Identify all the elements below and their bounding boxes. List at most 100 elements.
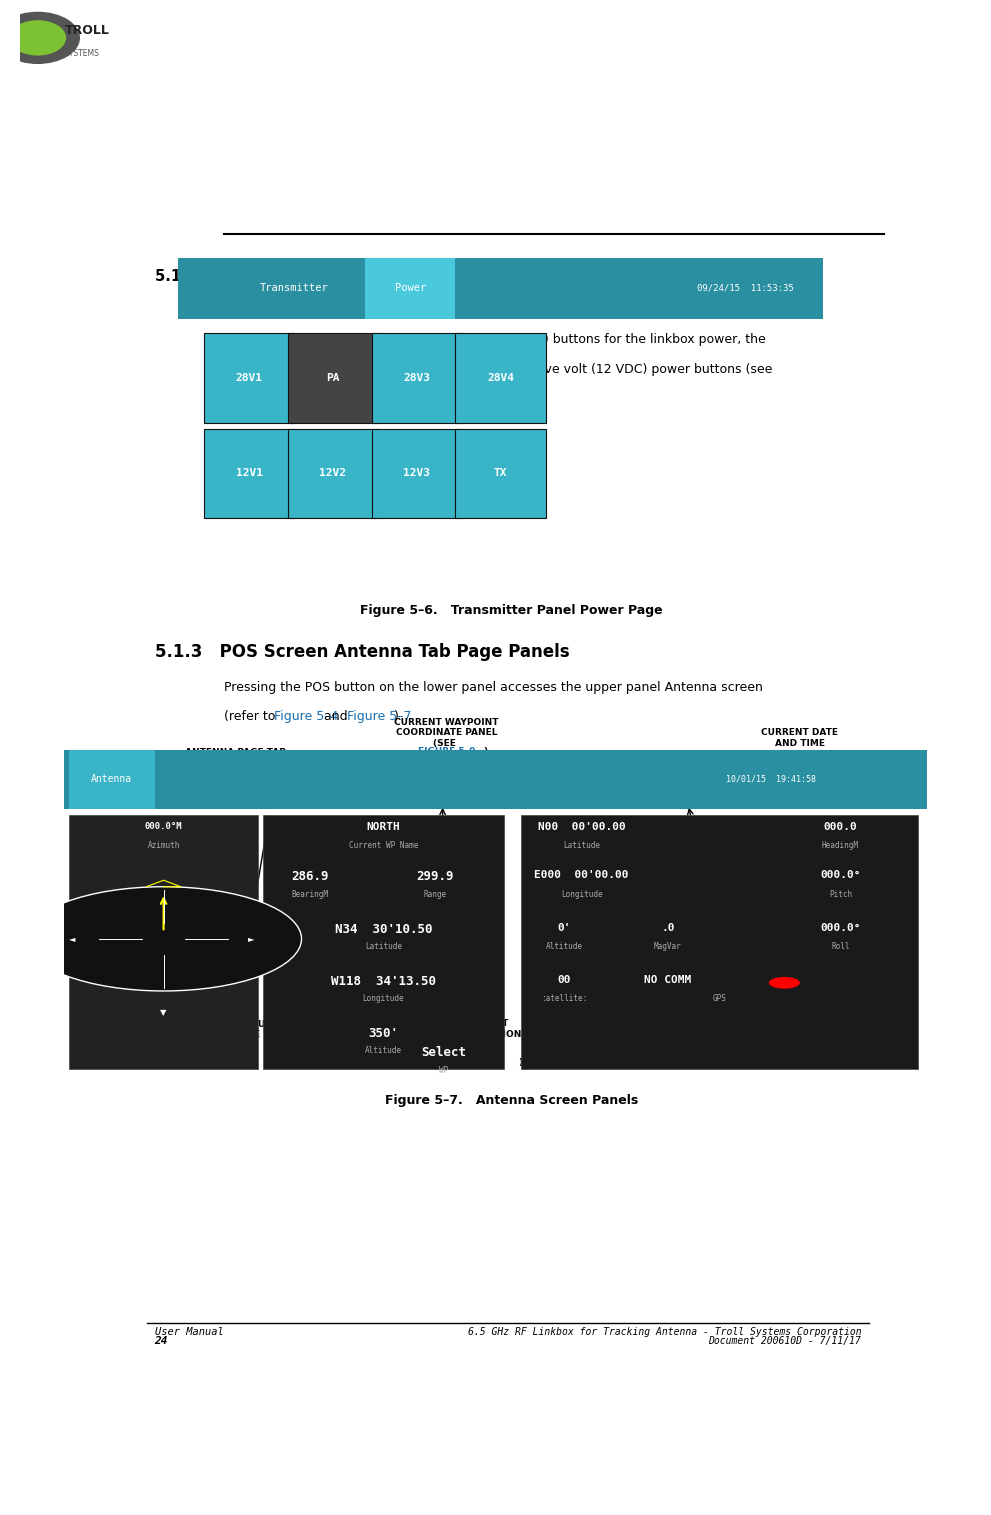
Text: ►: ► — [248, 935, 254, 944]
Text: ◄: ◄ — [68, 935, 75, 944]
Text: Current WP Name: Current WP Name — [349, 841, 418, 850]
Text: Longitude: Longitude — [363, 994, 404, 1003]
Text: CURRENT DATE
AND TIME: CURRENT DATE AND TIME — [761, 729, 838, 747]
Text: 350': 350' — [369, 1027, 398, 1039]
Text: ): ) — [809, 1057, 813, 1067]
Text: WP: WP — [439, 1067, 448, 1074]
Text: 5.1.2.5   Upper Transmitter Panel - Power Tab: 5.1.2.5 Upper Transmitter Panel - Power … — [155, 270, 532, 285]
Text: 5.1.3   POS Screen Antenna Tab Page Panels: 5.1.3 POS Screen Antenna Tab Page Panels — [155, 642, 569, 661]
Text: W118  34'13.50: W118 34'13.50 — [331, 974, 436, 988]
Text: :atellite:: :atellite: — [541, 994, 588, 1003]
Text: 12V3: 12V3 — [403, 468, 430, 479]
Text: 12V2: 12V2 — [319, 468, 347, 479]
Text: CURRENT WAYPOINT
COORDINATE PANEL
(SEE: CURRENT WAYPOINT COORDINATE PANEL (SEE — [394, 718, 498, 747]
Text: 000.0: 000.0 — [824, 821, 857, 832]
Text: Power: Power — [394, 283, 426, 294]
Text: N00  00'00.00: N00 00'00.00 — [538, 821, 625, 832]
Circle shape — [769, 977, 800, 989]
Text: 28V1: 28V1 — [236, 373, 263, 383]
Text: TROLL: TROLL — [64, 24, 109, 36]
Circle shape — [26, 886, 301, 991]
Text: E000  00'00.00: E000 00'00.00 — [534, 871, 629, 880]
Text: Select: Select — [421, 1047, 467, 1059]
Text: 28V4: 28V4 — [487, 373, 514, 383]
FancyBboxPatch shape — [287, 333, 379, 423]
Text: Roll: Roll — [831, 942, 849, 951]
FancyBboxPatch shape — [204, 429, 294, 518]
Text: TX: TX — [494, 468, 507, 479]
Text: 12V1: 12V1 — [236, 468, 263, 479]
Text: Figure 5–4: Figure 5–4 — [274, 711, 338, 723]
Text: Longitude: Longitude — [561, 889, 603, 898]
Text: Figure 5–7.   Antenna Screen Panels: Figure 5–7. Antenna Screen Panels — [385, 1094, 638, 1107]
Text: GPS: GPS — [713, 994, 726, 1003]
Text: 000.0°M: 000.0°M — [145, 821, 182, 830]
Text: (refer to: (refer to — [224, 711, 279, 723]
Text: Altitude: Altitude — [365, 1047, 402, 1056]
FancyBboxPatch shape — [372, 333, 462, 423]
Text: Altitude: Altitude — [546, 942, 583, 951]
FancyBboxPatch shape — [64, 750, 927, 809]
Text: ): ) — [226, 1057, 230, 1067]
Text: 10/01/15  19:41:58: 10/01/15 19:41:58 — [726, 774, 817, 783]
Text: User Manual: User Manual — [155, 1327, 223, 1338]
Text: 6.5 GHz RF Linkbox for Tracking Antenna - Troll Systems Corporation: 6.5 GHz RF Linkbox for Tracking Antenna … — [468, 1327, 861, 1338]
FancyBboxPatch shape — [365, 258, 456, 320]
Text: Latitude: Latitude — [365, 942, 402, 951]
Text: ): ) — [518, 1057, 522, 1067]
Text: ACCESSES WAYPOINT
SELECTION AND CREATION
(SEE: ACCESSES WAYPOINT SELECTION AND CREATION… — [386, 1020, 522, 1050]
Text: 0': 0' — [558, 923, 571, 933]
Text: PARAGRAPH 5.1.4: PARAGRAPH 5.1.4 — [408, 1057, 499, 1067]
Text: 09/24/15  11:53:35: 09/24/15 11:53:35 — [697, 283, 794, 292]
FancyBboxPatch shape — [521, 815, 918, 1070]
Text: 00: 00 — [558, 974, 571, 985]
Text: HeadingM: HeadingM — [822, 841, 859, 850]
FancyBboxPatch shape — [204, 333, 294, 423]
Text: ▼: ▼ — [161, 1007, 166, 1017]
Text: and: and — [320, 711, 352, 723]
Text: linkbox including all four twenty-eight volt (28 VDC) buttons for the linkbox po: linkbox including all four twenty-eight … — [224, 333, 765, 347]
Text: ).: ). — [394, 711, 403, 723]
FancyBboxPatch shape — [68, 815, 259, 1070]
Text: power amplifier, the transmitter power and all twelve volt (12 VDC) power button: power amplifier, the transmitter power a… — [224, 362, 772, 376]
Text: Antenna: Antenna — [91, 774, 133, 785]
Text: FIGURE 5–8: FIGURE 5–8 — [181, 1057, 239, 1067]
Text: FIGURE 5–10: FIGURE 5–10 — [733, 1057, 797, 1067]
Circle shape — [0, 12, 79, 64]
Text: 000.0°: 000.0° — [821, 871, 860, 880]
Text: FIGURE 5–9: FIGURE 5–9 — [417, 747, 476, 756]
Circle shape — [10, 21, 65, 55]
Text: BearingM: BearingM — [291, 889, 329, 898]
Text: The upper panel Transmitter screen, Power page includes the power toggles for th: The upper panel Transmitter screen, Powe… — [224, 305, 748, 317]
Text: Figure 5–6.   Transmitter Panel Power Page: Figure 5–6. Transmitter Panel Power Page — [361, 604, 663, 617]
FancyBboxPatch shape — [372, 429, 462, 518]
Text: MagVar: MagVar — [654, 942, 682, 951]
Text: Pressing the POS button on the lower panel accesses the upper panel Antenna scre: Pressing the POS button on the lower pan… — [224, 682, 763, 694]
Text: Transmitter: Transmitter — [260, 283, 329, 294]
Text: Document 200610D - 7/11/17: Document 200610D - 7/11/17 — [709, 1336, 861, 1347]
Text: Azimuth: Azimuth — [148, 841, 179, 850]
Text: 299.9: 299.9 — [416, 871, 454, 883]
Text: 24: 24 — [155, 1336, 168, 1347]
Text: PA: PA — [326, 373, 340, 383]
Text: NORTH: NORTH — [367, 821, 400, 832]
Text: Figure 5–7: Figure 5–7 — [347, 711, 411, 723]
Text: ANTENNA PAGE TAB: ANTENNA PAGE TAB — [185, 748, 286, 758]
Text: Figure 5–6: Figure 5–6 — [224, 392, 288, 405]
Text: ANTENNA STATUS DISPLAY /
COMPASS ROSE PANEL (SEE: ANTENNA STATUS DISPLAY / COMPASS ROSE PA… — [181, 1020, 324, 1050]
Text: N34  30'10.50: N34 30'10.50 — [335, 923, 432, 936]
FancyBboxPatch shape — [456, 429, 545, 518]
FancyBboxPatch shape — [287, 429, 379, 518]
Text: ).: ). — [278, 392, 287, 405]
FancyBboxPatch shape — [178, 258, 823, 320]
Text: 28V3: 28V3 — [403, 373, 430, 383]
Text: Latitude: Latitude — [563, 841, 601, 850]
Text: 000.0°: 000.0° — [821, 923, 860, 933]
FancyBboxPatch shape — [456, 333, 545, 423]
Text: Range: Range — [423, 889, 447, 898]
Text: ): ) — [484, 747, 488, 756]
Text: SYSTEMS: SYSTEMS — [64, 48, 99, 58]
Text: 286.9: 286.9 — [291, 871, 329, 883]
Text: AIRCRAFT GPS
INFORMATION (SEE: AIRCRAFT GPS INFORMATION (SEE — [716, 1020, 815, 1050]
Text: NO COMM: NO COMM — [644, 974, 692, 985]
